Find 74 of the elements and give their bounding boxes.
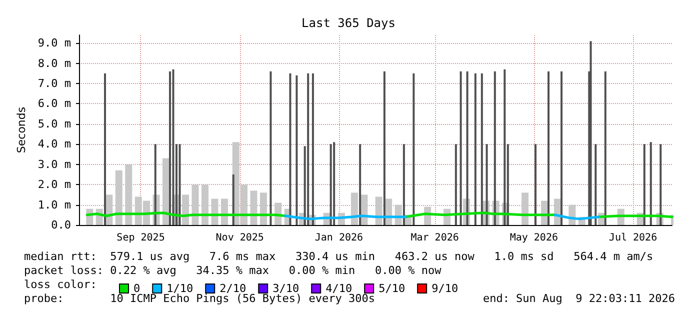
bar: [168, 71, 171, 225]
bar: [104, 73, 106, 225]
bar: [548, 71, 550, 225]
bar: [270, 71, 272, 225]
y-tick-label: 8.0 m: [38, 56, 72, 70]
y-tick-label: 3.0 m: [38, 158, 72, 171]
y-tick-label: 6.0 m: [38, 97, 72, 110]
bar: [307, 73, 310, 225]
y-tick-label: 0.0: [51, 218, 72, 232]
bar: [232, 174, 234, 225]
bar: [460, 71, 462, 225]
bar: [474, 73, 476, 225]
bar: [480, 73, 483, 225]
bar: [350, 192, 358, 225]
y-tick-label: 5.0 m: [38, 117, 72, 130]
legend-label: 3/10: [272, 282, 300, 295]
bar: [125, 164, 132, 225]
bar: [604, 71, 606, 225]
bar: [486, 144, 488, 225]
bar: [333, 142, 336, 225]
bar: [289, 73, 292, 225]
y-tick-label: 1.0 m: [38, 198, 72, 212]
bar: [115, 170, 122, 225]
bar: [454, 144, 457, 225]
bar: [522, 192, 529, 225]
x-tick-label: May 2026: [510, 232, 558, 244]
bar: [402, 144, 405, 225]
bar: [504, 69, 506, 225]
legend-label: 9/10: [432, 282, 458, 295]
x-tick-label: Sep 2025: [116, 232, 165, 244]
bar: [590, 41, 592, 225]
legend-label: 0: [134, 282, 140, 295]
bar: [560, 71, 563, 225]
bar: [192, 184, 199, 225]
bar: [359, 144, 362, 225]
bar: [330, 144, 332, 225]
bar: [383, 71, 386, 225]
chart-title: Last 365 Days: [302, 16, 396, 30]
y-tick-label: 2.0 m: [38, 178, 72, 192]
legend-label: 1/10: [166, 282, 194, 295]
bar: [594, 144, 597, 225]
bar: [201, 184, 208, 225]
bar: [250, 190, 258, 225]
bar: [412, 73, 415, 225]
text: probe: 10 ICMP Echo Pings (56 Bytes) every 300s: [24, 292, 375, 305]
bar: [312, 73, 314, 225]
bar: [494, 71, 496, 225]
x-tick-label: Jul 2026: [608, 232, 658, 244]
bar: [466, 71, 468, 225]
bar: [534, 144, 537, 225]
legend-label: 4/10: [326, 282, 352, 295]
bar: [178, 144, 181, 225]
bar: [660, 144, 662, 225]
legend-title: loss color:: [24, 278, 97, 291]
bar: [650, 142, 652, 225]
y-tick-label: 7.0 m: [38, 77, 72, 90]
text: median rtt: 579.1 us avg 7.6 ms max 330.4 us min 463.2 us now 1.0 ms sd 564.4 m am/s: [24, 250, 654, 263]
text: end: Sun Aug 9 22:03:11 2026: [482, 292, 676, 305]
bar: [296, 75, 298, 225]
y-axis-title: Seconds: [15, 106, 28, 154]
bar: [154, 144, 156, 225]
bar: [643, 144, 646, 225]
text: packet loss: 0.22 % avg 34.35 % max 0.00 % min 0.00 % now: [24, 264, 442, 277]
y-tick-label: 4.0 m: [38, 138, 72, 151]
legend-label: 2/10: [220, 282, 246, 295]
bar: [182, 194, 189, 225]
bar: [260, 192, 267, 225]
legend-label: 5/10: [378, 282, 406, 295]
x-tick-label: Nov 2025: [216, 232, 264, 244]
x-tick-label: Mar 2026: [410, 232, 459, 244]
y-tick-label: 9.0 m: [38, 36, 72, 50]
bar: [375, 196, 382, 225]
bar: [172, 69, 174, 225]
x-tick-label: Jan 2026: [314, 232, 364, 244]
